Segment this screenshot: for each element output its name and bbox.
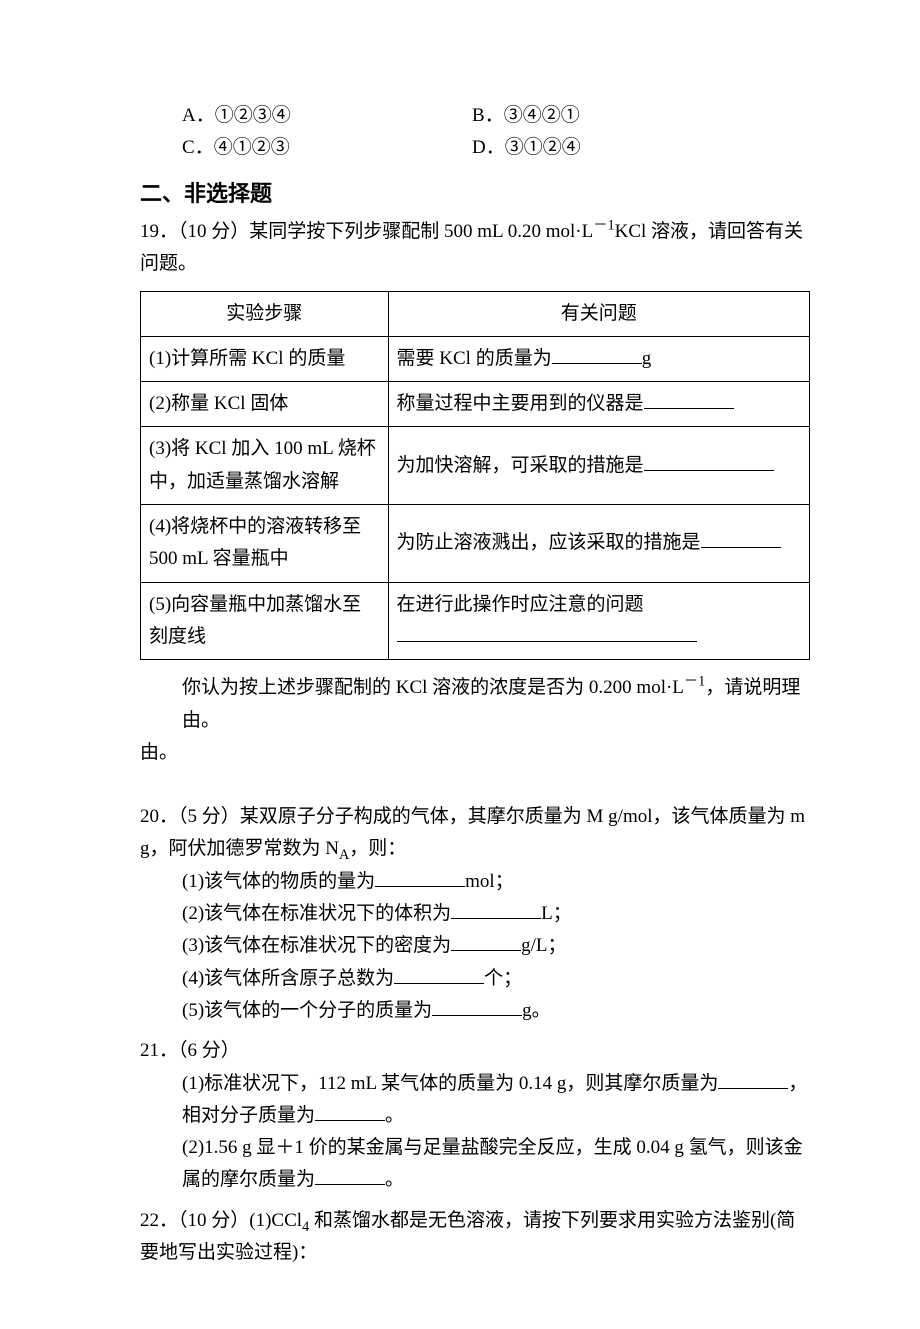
question-cell: 在进行此操作时应注意的问题 — [388, 582, 809, 660]
q-pre: 为防止溶液溅出，应该采取的措施是 — [397, 532, 701, 553]
q20-item-2: (2)该气体在标准状况下的体积为 L； — [182, 898, 810, 930]
q20-number: 20 — [140, 806, 159, 827]
q-pre: 称量过程中主要用到的仪器是 — [397, 393, 644, 414]
q-pre: 为加快溶解，可采取的措施是 — [397, 455, 644, 476]
blank — [451, 900, 541, 919]
q21-number: 21 — [140, 1040, 159, 1061]
q22-points: （10 分） — [178, 1210, 249, 1231]
page: A．①②③④ B．③④②① C．④①②③ D．③①②④ 二、非选择题 19．（1… — [0, 0, 920, 1329]
q19-followup-cont: 由。 — [140, 737, 810, 769]
option-a: A．①②③④ — [182, 100, 472, 132]
option-d-label: D — [472, 137, 486, 158]
q20: 20．（5 分）某双原子分子构成的气体，其摩尔质量为 M g/mol，该气体质量… — [140, 801, 810, 866]
item-post: 个； — [484, 968, 522, 989]
option-c-text: ④①②③ — [214, 137, 290, 158]
question-cell: 称量过程中主要用到的仪器是 — [388, 382, 809, 427]
q21-p1: (1)标准状况下，112 mL 某气体的质量为 0.14 g，则其摩尔质量为，相… — [182, 1068, 810, 1133]
q20-item-3: (3)该气体在标准状况下的密度为 g/L； — [182, 930, 810, 962]
option-b-text: ③④②① — [504, 105, 580, 126]
q20-item-1: (1)该气体的物质的量为 mol； — [182, 866, 810, 898]
option-a-text: ①②③④ — [215, 105, 291, 126]
table-row: (2)称量 KCl 固体 称量过程中主要用到的仪器是 — [141, 382, 810, 427]
blank — [397, 623, 697, 642]
q19-intro1: 某同学按下列步骤配制 500 mL 0.20 mol·L — [249, 221, 593, 242]
q-pre: 需要 KCl 的质量为 — [397, 348, 552, 369]
item-pre: (4)该气体所含原子总数为 — [182, 968, 394, 989]
th-step: 实验步骤 — [141, 291, 389, 336]
table-row: (4)将烧杯中的溶液转移至 500 mL 容量瓶中 为防止溶液溅出，应该采取的措… — [141, 505, 810, 583]
option-b: B．③④②① — [472, 100, 810, 132]
q18-options-row2: C．④①②③ D．③①②④ — [182, 132, 810, 164]
item-post: g。 — [522, 1000, 551, 1021]
q19-followup1: 你认为按上述步骤配制的 KCl 溶液的浓度是否为 0.200 mol·L — [182, 677, 684, 698]
step-cell: (5)向容量瓶中加蒸馏水至刻度线 — [141, 582, 389, 660]
q20-sub: A — [339, 847, 349, 863]
blank — [394, 965, 484, 984]
table-row: (1)计算所需 KCl 的质量 需要 KCl 的质量为 g — [141, 336, 810, 381]
q20-item-4: (4)该气体所含原子总数为 个； — [182, 963, 810, 995]
blank — [644, 390, 734, 409]
step-cell: (4)将烧杯中的溶液转移至 500 mL 容量瓶中 — [141, 505, 389, 583]
q19-points: （10 分） — [178, 221, 249, 242]
q21-p1-pre: (1)标准状况下，112 mL 某气体的质量为 0.14 g，则其摩尔质量为 — [182, 1073, 718, 1094]
q21-p2: (2)1.56 g 显＋1 价的某金属与足量盐酸完全反应，生成 0.04 g 氢… — [182, 1132, 810, 1197]
q22-text1: (1)CCl — [249, 1210, 302, 1231]
blank — [315, 1166, 385, 1185]
item-pre: (1)该气体的物质的量为 — [182, 871, 375, 892]
q19-number: 19 — [140, 221, 159, 242]
table-header-row: 实验步骤 有关问题 — [141, 291, 810, 336]
q20-points: （5 分） — [178, 806, 240, 827]
blank — [432, 997, 522, 1016]
step-cell: (2)称量 KCl 固体 — [141, 382, 389, 427]
question-cell: 为加快溶解，可采取的措施是 — [388, 427, 809, 505]
q19-followup-sup: －1 — [684, 674, 705, 690]
option-d: D．③①②④ — [472, 132, 810, 164]
q19: 19．（10 分）某同学按下列步骤配制 500 mL 0.20 mol·L－1K… — [140, 216, 810, 281]
item-post: g/L； — [521, 935, 566, 956]
q19-table: 实验步骤 有关问题 (1)计算所需 KCl 的质量 需要 KCl 的质量为 g (… — [140, 291, 810, 661]
item-post: L； — [541, 903, 572, 924]
option-b-label: B — [472, 105, 485, 126]
question-cell: 为防止溶液溅出，应该采取的措施是 — [388, 505, 809, 583]
q21: 21．（6 分） — [140, 1035, 810, 1067]
section-heading: 二、非选择题 — [140, 175, 810, 212]
item-pre: (3)该气体在标准状况下的密度为 — [182, 935, 451, 956]
q-pre: 在进行此操作时应注意的问题 — [397, 594, 644, 615]
question-cell: 需要 KCl 的质量为 g — [388, 336, 809, 381]
blank — [375, 868, 465, 887]
q19-sup: －1 — [593, 218, 614, 234]
step-cell: (3)将 KCl 加入 100 mL 烧杯中，加适量蒸馏水溶解 — [141, 427, 389, 505]
q18-options-row1: A．①②③④ B．③④②① — [182, 100, 810, 132]
option-d-text: ③①②④ — [505, 137, 581, 158]
step-cell: (1)计算所需 KCl 的质量 — [141, 336, 389, 381]
q-post: g — [642, 348, 652, 369]
item-pre: (5)该气体的一个分子的质量为 — [182, 1000, 432, 1021]
blank — [718, 1070, 788, 1089]
option-c-label: C — [182, 137, 195, 158]
q20-intro1: 某双原子分子构成的气体，其摩尔质量为 M g/mol，该气体质量为 m g，阿伏… — [140, 806, 805, 859]
q22: 22．（10 分）(1)CCl4 和蒸馏水都是无色溶液，请按下列要求用实验方法鉴… — [140, 1205, 810, 1270]
blank — [644, 452, 774, 471]
option-a-label: A — [182, 105, 196, 126]
table-row: (5)向容量瓶中加蒸馏水至刻度线 在进行此操作时应注意的问题 — [141, 582, 810, 660]
q19-followup: 你认为按上述步骤配制的 KCl 溶液的浓度是否为 0.200 mol·L－1，请… — [182, 672, 810, 737]
q22-number: 22 — [140, 1210, 159, 1231]
blank — [701, 529, 781, 548]
blank — [552, 345, 642, 364]
q21-p2-post: 。 — [385, 1169, 404, 1190]
blank — [315, 1102, 385, 1121]
table-row: (3)将 KCl 加入 100 mL 烧杯中，加适量蒸馏水溶解 为加快溶解，可采… — [141, 427, 810, 505]
th-question: 有关问题 — [388, 291, 809, 336]
blank — [451, 932, 521, 951]
option-c: C．④①②③ — [182, 132, 472, 164]
q21-p1-post: 。 — [385, 1105, 404, 1126]
item-pre: (2)该气体在标准状况下的体积为 — [182, 903, 451, 924]
item-post: mol； — [465, 871, 514, 892]
q21-p2-pre: (2)1.56 g 显＋1 价的某金属与足量盐酸完全反应，生成 0.04 g 氢… — [182, 1137, 803, 1190]
q20-item-5: (5)该气体的一个分子的质量为 g。 — [182, 995, 810, 1027]
q21-points: （6 分） — [178, 1040, 240, 1061]
q20-intro2: ，则： — [349, 838, 406, 859]
